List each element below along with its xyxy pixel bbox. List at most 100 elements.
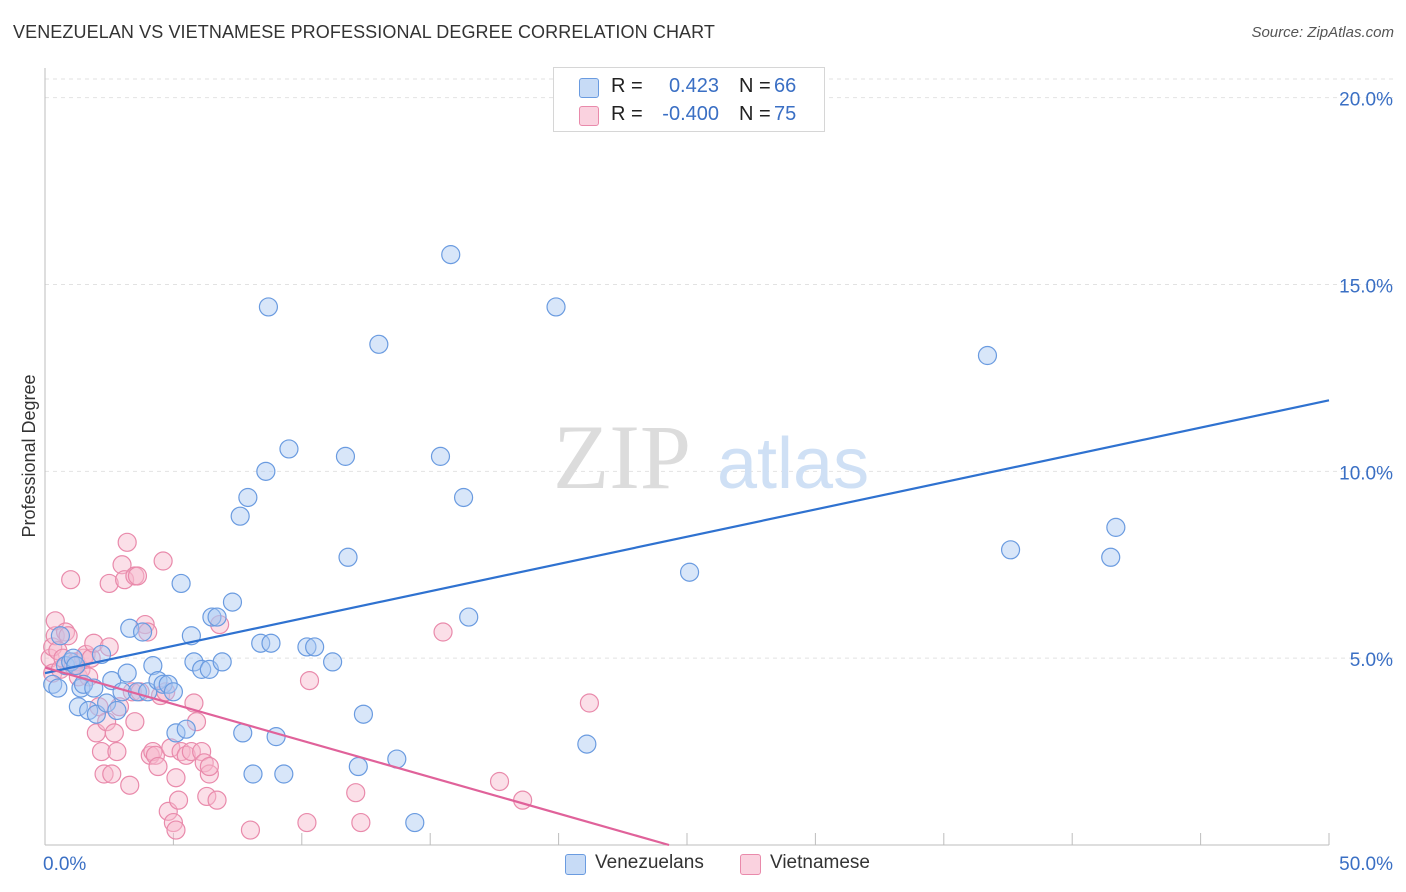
venezuelan-point xyxy=(335,446,356,466)
vietnamese-point xyxy=(171,741,191,762)
vietnamese-point xyxy=(192,741,212,762)
legend-r-value: -0.400 xyxy=(662,103,719,125)
x-tick-label: 50.0% xyxy=(1339,854,1393,875)
stats-legend: R = 0.423 N = 66 R = -0.400 N = 75 xyxy=(553,67,825,132)
venezuelan-point xyxy=(256,461,276,481)
vietnamese-point xyxy=(176,745,196,765)
vietnamese-point xyxy=(186,712,207,732)
venezuelan-point xyxy=(120,618,140,638)
venezuelan-point xyxy=(163,682,183,702)
venezuelan-point xyxy=(68,697,88,717)
venezuelan-point xyxy=(166,723,186,743)
vietnamese-point xyxy=(210,614,230,635)
venezuelan-point xyxy=(184,652,204,672)
x-tick-labels: 0.0% 50.0% xyxy=(43,854,1393,875)
vietnamese-point xyxy=(240,820,261,840)
vietnamese-point xyxy=(433,622,453,642)
legend-row-venezuelans: R = 0.423 N = 66 xyxy=(554,73,824,101)
watermark: ZIP atlas xyxy=(553,406,869,508)
watermark-zip: ZIP xyxy=(553,406,691,508)
vietnamese-point xyxy=(135,614,155,635)
venezuelan-point xyxy=(238,487,258,508)
legend-n-value: 66 xyxy=(774,75,797,97)
vietnamese-point xyxy=(120,775,140,795)
y-tick-label: 10.0% xyxy=(1339,463,1393,484)
venezuelan-point xyxy=(430,446,451,466)
venezuelan-point xyxy=(148,670,168,691)
vietnamese-point xyxy=(161,738,181,758)
axes xyxy=(44,68,1330,846)
vietnamese-point xyxy=(58,626,78,646)
venezuelan-point xyxy=(91,644,112,665)
venezuelan-point xyxy=(222,592,243,612)
legend-label-venezuelans: Venezuelans xyxy=(595,852,704,873)
venezuelan-point xyxy=(1106,517,1126,537)
watermark-atlas: atlas xyxy=(717,424,869,504)
vietnamese-point xyxy=(489,771,510,792)
legend-n-value: 75 xyxy=(774,103,797,125)
venezuelan-trend-line xyxy=(44,399,1330,675)
vietnamese-point xyxy=(125,712,145,732)
vietnamese-point xyxy=(84,633,104,653)
vietnamese-point xyxy=(112,555,132,575)
venezuelan-point xyxy=(338,547,358,567)
venezuelan-point xyxy=(251,633,271,653)
legend-n-label: N = xyxy=(739,103,771,125)
vietnamese-point xyxy=(99,637,119,657)
vietnamese-point xyxy=(94,764,114,784)
series-legend: Venezuelans Vietnamese xyxy=(0,851,1406,879)
vietnamese-point xyxy=(145,745,166,765)
vietnamese-point xyxy=(351,812,371,833)
vietnamese-point xyxy=(138,622,158,642)
venezuelan-point xyxy=(369,334,389,354)
venezuelan-point xyxy=(97,693,117,713)
venezuelan-point xyxy=(207,607,227,627)
vietnamese-point xyxy=(297,812,317,833)
venezuelan-point xyxy=(1000,540,1021,560)
venezuelan-point xyxy=(230,506,250,526)
vietnamese-point xyxy=(579,693,600,713)
vietnamese-point xyxy=(117,532,137,552)
venezuelan-point xyxy=(171,573,191,594)
legend-r-label: R = xyxy=(611,75,643,97)
vietnamese-point xyxy=(194,753,214,773)
venezuelan-point xyxy=(323,652,343,672)
venezuelan-point xyxy=(153,674,173,694)
venezuelan-point xyxy=(305,637,325,657)
venezuelan-point xyxy=(261,633,281,653)
y-tick-label: 5.0% xyxy=(1350,650,1393,671)
venezuelan-point xyxy=(212,652,232,672)
source-label: Source: ZipAtlas.com xyxy=(1251,24,1394,41)
y-tick-label: 20.0% xyxy=(1339,90,1393,111)
venezuelan-point xyxy=(441,245,461,265)
legend-swatch-blue xyxy=(579,78,599,98)
chart-title: VENEZUELAN VS VIETNAMESE PROFESSIONAL DE… xyxy=(13,22,716,42)
venezuelan-point xyxy=(258,297,279,317)
legend-r-label: R = xyxy=(611,103,643,125)
venezuelan-point xyxy=(143,656,163,676)
y-tick-labels: 5.0% 10.0% 15.0% 20.0% xyxy=(1339,90,1393,671)
vietnamese-point xyxy=(163,812,183,833)
vietnamese-point xyxy=(91,741,112,762)
vietnamese-point xyxy=(199,756,219,777)
venezuelan-point xyxy=(459,607,479,627)
legend-swatch-blue xyxy=(565,854,586,875)
vietnamese-point xyxy=(166,768,186,788)
vietnamese-point xyxy=(197,786,217,807)
venezuelan-point xyxy=(243,764,263,784)
legend-label-vietnamese: Vietnamese xyxy=(770,852,870,873)
vietnamese-point xyxy=(168,790,189,810)
vietnamese-point xyxy=(115,570,135,590)
vietnamese-point xyxy=(61,570,81,590)
venezuelan-point xyxy=(405,812,425,833)
venezuelan-point xyxy=(453,487,474,508)
venezuelan-point xyxy=(1101,547,1121,567)
venezuelan-point xyxy=(43,674,63,694)
venezuelan-point xyxy=(50,626,71,646)
legend-swatch-pink xyxy=(740,854,761,875)
vietnamese-point xyxy=(153,551,173,571)
venezuelan-point xyxy=(279,439,299,459)
venezuelan-point xyxy=(117,663,137,683)
vietnamese-point xyxy=(299,670,320,691)
legend-r-value: 0.423 xyxy=(668,75,719,97)
